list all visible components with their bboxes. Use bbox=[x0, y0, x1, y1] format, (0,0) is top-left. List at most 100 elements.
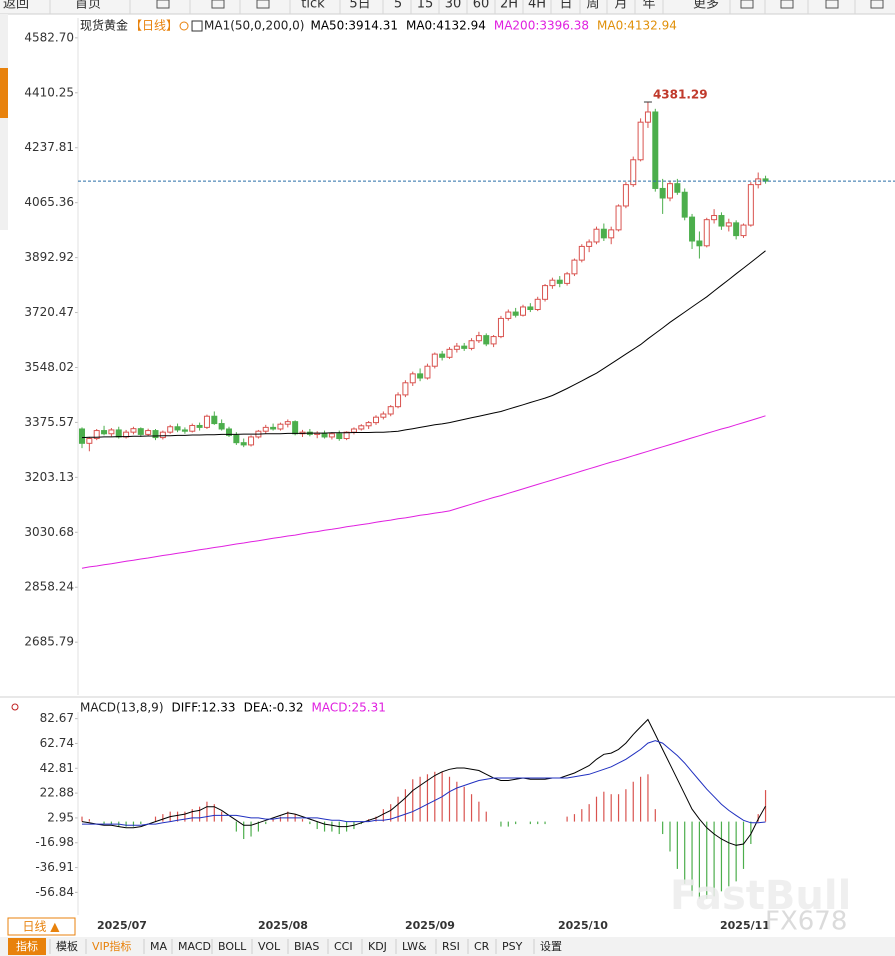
candle-body bbox=[505, 311, 512, 319]
candle-body bbox=[152, 430, 159, 439]
tab[interactable]: MA bbox=[150, 940, 167, 953]
candle-body bbox=[674, 183, 681, 193]
toolbar-item[interactable]: 首页 bbox=[75, 0, 101, 12]
candle-body bbox=[747, 184, 754, 226]
candle-body bbox=[622, 184, 629, 207]
y-tick-label: -36.91 bbox=[35, 860, 74, 874]
toolbar-icon[interactable] bbox=[211, 0, 225, 9]
candle-body bbox=[270, 426, 277, 430]
candle-body bbox=[181, 429, 188, 432]
candle-body bbox=[196, 424, 203, 428]
toolbar-item[interactable]: 5日 bbox=[349, 0, 370, 12]
tab[interactable]: KDJ bbox=[368, 940, 387, 953]
candle-body bbox=[446, 348, 453, 358]
toolbar-item[interactable]: 年 bbox=[642, 0, 655, 12]
candle-body bbox=[159, 431, 166, 439]
x-tick-label: 2025/09 bbox=[405, 919, 455, 932]
toolbar-item[interactable]: 日 bbox=[559, 0, 572, 12]
legend-entry: MA0:4132.94 bbox=[406, 19, 486, 33]
candle-body bbox=[137, 428, 144, 435]
toolbar-icon[interactable] bbox=[825, 0, 839, 9]
candle-body bbox=[468, 340, 475, 349]
toolbar-item[interactable]: 月 bbox=[614, 0, 627, 12]
candle-body bbox=[108, 429, 115, 435]
tab-active[interactable] bbox=[8, 938, 46, 955]
period-button-label[interactable]: 日线 ▲ bbox=[22, 920, 60, 934]
period-button[interactable] bbox=[7, 917, 76, 936]
indicator-icon[interactable] bbox=[191, 20, 203, 32]
y-tick-label: 2858.24 bbox=[24, 580, 74, 594]
tab[interactable]: RSI bbox=[442, 940, 460, 953]
candle-body bbox=[336, 433, 343, 440]
macd-settings-icon[interactable] bbox=[11, 703, 19, 711]
candle-body bbox=[218, 423, 225, 430]
toolbar-icon[interactable] bbox=[740, 0, 754, 9]
candle-body bbox=[248, 436, 255, 446]
y-tick-label: -56.84 bbox=[35, 885, 74, 899]
candle-body bbox=[586, 241, 593, 247]
tab[interactable]: MACD bbox=[178, 940, 211, 953]
tab[interactable]: CR bbox=[474, 940, 490, 953]
tab[interactable]: BOLL bbox=[218, 940, 247, 953]
candle-body bbox=[439, 353, 446, 358]
y-tick-label: 3548.02 bbox=[24, 360, 74, 374]
watermark: FX678 bbox=[765, 907, 847, 937]
y-tick-label: 42.81 bbox=[40, 761, 74, 775]
toolbar-item[interactable]: 2H bbox=[500, 0, 518, 12]
candle-body bbox=[681, 191, 688, 218]
candle-body bbox=[637, 121, 644, 161]
candle-body bbox=[365, 422, 372, 427]
toolbar-item[interactable]: 周 bbox=[586, 0, 599, 12]
y-tick-label: 3030.68 bbox=[24, 525, 74, 539]
toolbar-item[interactable]: 返回 bbox=[3, 0, 29, 12]
candle-body bbox=[564, 273, 571, 284]
tab[interactable]: BIAS bbox=[294, 940, 319, 953]
candle-body bbox=[644, 111, 651, 123]
candle-body bbox=[402, 382, 409, 396]
legend-entry: DEA:-0.32 bbox=[244, 701, 304, 715]
tab[interactable]: CCI bbox=[334, 940, 353, 953]
candle-body bbox=[725, 222, 732, 227]
candle-body bbox=[431, 353, 438, 367]
toolbar-icon[interactable] bbox=[870, 0, 884, 9]
candle-body bbox=[497, 317, 504, 338]
indicator-line bbox=[81, 718, 766, 846]
toolbar-item[interactable]: 4H bbox=[528, 0, 546, 12]
y-tick-label: 82.67 bbox=[40, 711, 74, 725]
candle-body bbox=[718, 215, 725, 227]
tab[interactable]: VOL bbox=[258, 940, 281, 953]
candle-body bbox=[145, 430, 152, 435]
toolbar-item[interactable]: 5 bbox=[394, 0, 402, 12]
tab[interactable]: LW& bbox=[402, 940, 427, 953]
toolbar-item[interactable]: 60 bbox=[473, 0, 490, 12]
toolbar-item[interactable]: 15 bbox=[417, 0, 434, 12]
tab[interactable]: 指标 bbox=[16, 939, 38, 953]
candle-body bbox=[343, 431, 350, 440]
candle-body bbox=[387, 406, 394, 415]
candle-body bbox=[409, 373, 416, 384]
y-tick-label: 4065.36 bbox=[24, 195, 74, 209]
y-tick-label: -16.98 bbox=[35, 835, 74, 849]
toolbar-item[interactable]: tick bbox=[301, 0, 325, 12]
y-tick-label: 4410.25 bbox=[24, 85, 74, 99]
legend-entry: MA0:4132.94 bbox=[597, 19, 677, 33]
add-icon[interactable] bbox=[179, 21, 189, 31]
toolbar-icon[interactable] bbox=[256, 0, 270, 9]
candle-body bbox=[740, 224, 747, 237]
candle-body bbox=[755, 178, 762, 186]
toolbar-item[interactable]: 更多 bbox=[693, 0, 719, 12]
tab[interactable]: VIP指标 bbox=[92, 939, 131, 953]
indicator-line bbox=[81, 250, 766, 439]
tab[interactable]: 模板 bbox=[56, 939, 78, 953]
tab[interactable]: PSY bbox=[502, 940, 523, 953]
legend-entry: DIFF:12.33 bbox=[172, 701, 236, 715]
toolbar-icon[interactable] bbox=[780, 0, 794, 9]
y-tick-label: 2685.79 bbox=[24, 635, 74, 649]
tab[interactable]: 设置 bbox=[540, 940, 562, 953]
toolbar-icon[interactable] bbox=[156, 0, 170, 9]
toolbar-item[interactable]: 30 bbox=[445, 0, 462, 12]
candle-body bbox=[534, 298, 541, 311]
candle-body bbox=[667, 183, 673, 199]
candle-body bbox=[211, 415, 218, 425]
candle-body bbox=[689, 216, 696, 242]
